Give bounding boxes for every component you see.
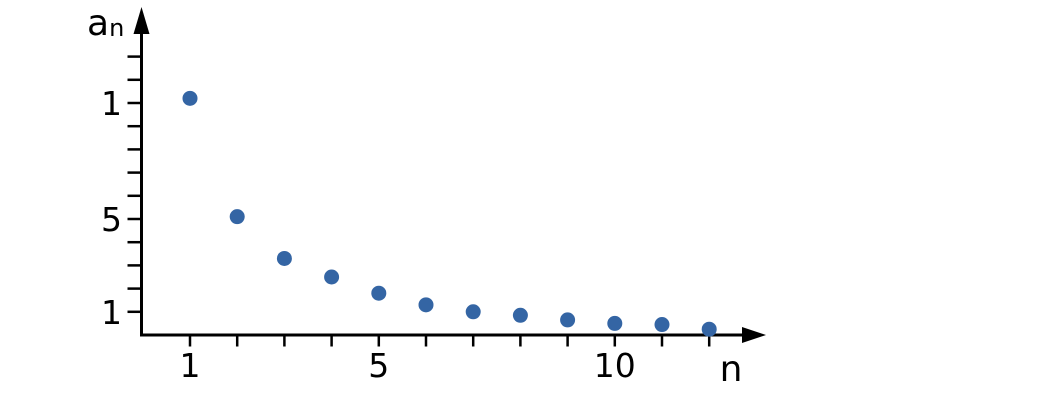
- x-axis-title: n: [720, 349, 743, 390]
- data-point: [182, 90, 198, 106]
- x-tick-label: 5: [368, 346, 389, 385]
- data-points: [182, 90, 717, 337]
- y-axis-title: an: [87, 3, 124, 44]
- x-tick-label: 1: [180, 346, 201, 385]
- y-axis-title-subscript: n: [109, 14, 124, 42]
- y-axis-tick-labels: 1 5 1: [101, 84, 122, 332]
- y-tick-label: 1: [101, 84, 122, 123]
- data-point: [371, 285, 387, 301]
- data-point: [512, 307, 528, 323]
- data-point: [701, 321, 717, 337]
- data-point: [229, 209, 245, 225]
- x-axis-arrowhead-icon: [742, 327, 766, 343]
- x-tick-label: 10: [594, 346, 636, 385]
- data-point: [607, 315, 623, 331]
- x-axis: 1 5 10 n: [140, 327, 766, 390]
- y-axis: 1 5 1 an: [87, 3, 150, 335]
- data-point: [560, 312, 576, 328]
- y-axis-arrowhead-icon: [133, 7, 150, 34]
- y-tick-label: 1: [101, 293, 122, 332]
- x-axis-ticks: [188, 335, 711, 347]
- y-axis-ticks: [127, 55, 142, 314]
- y-axis-title-base: a: [87, 3, 109, 44]
- data-point: [276, 250, 292, 266]
- data-point: [465, 304, 481, 320]
- x-axis-tick-labels: 1 5 10: [180, 346, 636, 385]
- y-tick-label: 5: [101, 200, 122, 239]
- data-point: [654, 317, 670, 333]
- data-point: [418, 297, 434, 313]
- data-point: [324, 269, 340, 285]
